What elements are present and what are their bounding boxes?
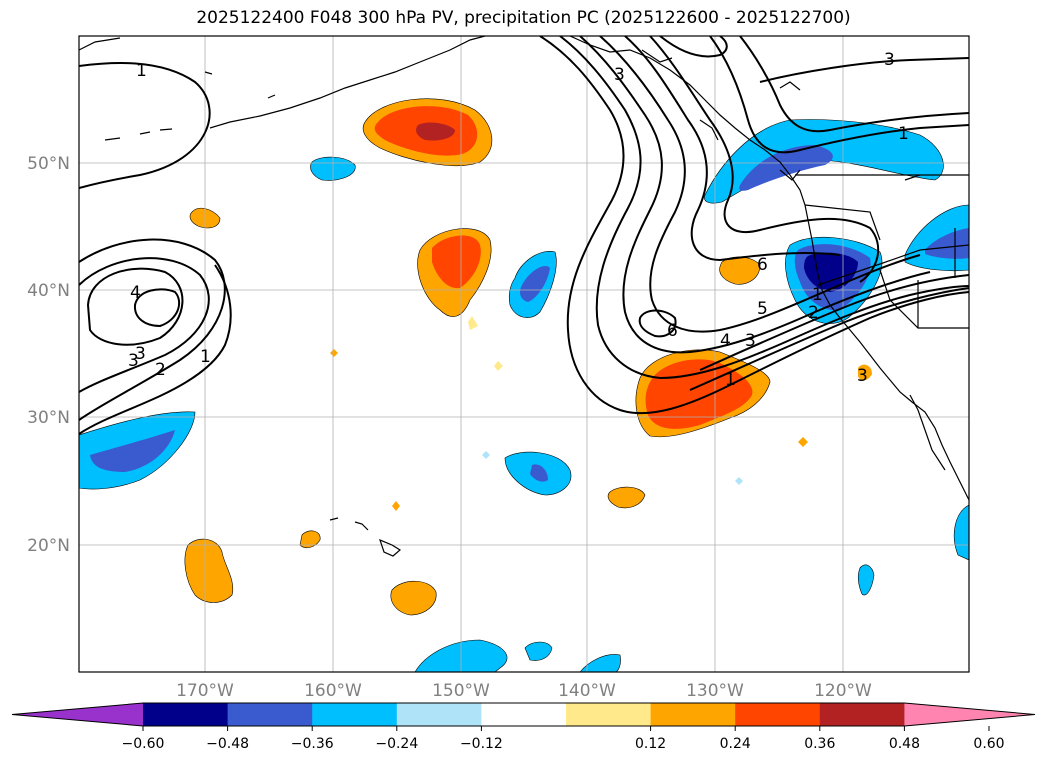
colorbar-tick-label: −0.36 [291, 736, 334, 752]
pv-contour-labels: 1 3 4 3 2 1 1 3 3 1 6 5 4 3 2 1 6 3 [128, 50, 909, 390]
lat-label-50n: 50°N [27, 154, 70, 174]
precipitation-shading [79, 98, 969, 672]
colorbar-segment [227, 703, 313, 726]
pv-label: 4 [720, 331, 731, 351]
precip-positive-blob-north [362, 98, 493, 167]
lat-label-30n: 30°N [27, 408, 70, 428]
pv-label: 3 [614, 65, 625, 85]
longitude-labels: 170°W 160°W 150°W 140°W 130°W 120°W [176, 681, 872, 701]
latitude-labels: 50°N 40°N 30°N 20°N [27, 154, 70, 556]
pv-label: 1 [200, 347, 211, 367]
colorbar-tick-label: 0.60 [973, 736, 1004, 752]
colorbar-tick-label: −0.60 [122, 736, 165, 752]
precip-negative-blob-south [504, 451, 572, 496]
colorbar-tick-label: 0.48 [889, 736, 920, 752]
colorbar-segment [566, 703, 652, 726]
pv-label: 1 [725, 370, 736, 390]
precip-negative-band-north [704, 119, 944, 204]
lat-label-40n: 40°N [27, 281, 70, 301]
pv-label: 3 [135, 344, 146, 364]
coastlines [79, 36, 969, 557]
precip-positive-blob-central [417, 228, 492, 317]
pv-label: 6 [757, 255, 768, 275]
lon-label-130w: 130°W [686, 681, 744, 701]
pv-label: 4 [130, 283, 141, 303]
lon-label-150w: 150°W [432, 681, 490, 701]
precip-positive-blob-southwest [184, 538, 234, 603]
precip-positive-blob-tiny [607, 486, 646, 509]
colorbar-tick-label: 0.24 [720, 736, 751, 752]
lon-label-140w: 140°W [558, 681, 616, 701]
pv-label: 1 [812, 285, 823, 305]
lat-label-20n: 20°N [27, 536, 70, 556]
colorbar-tick-label: 0.12 [635, 736, 666, 752]
colorbar: −0.60 −0.48 −0.36 −0.24 −0.12 0.12 0.24 0.36 0.4… [11, 702, 1036, 752]
precip-negative-blob-central [508, 251, 557, 318]
pv-label: 3 [857, 366, 868, 386]
colorbar-extend-max [904, 703, 1035, 726]
colorbar-segment [481, 703, 567, 726]
colorbar-extend-min [12, 703, 143, 726]
colorbar-segment [735, 703, 821, 726]
lon-label-170w: 170°W [176, 681, 234, 701]
colorbar-tick-label: −0.12 [460, 736, 503, 752]
pv-label: 2 [808, 303, 819, 323]
colorbar-tick-label: −0.48 [206, 736, 249, 752]
pv-label: 3 [128, 351, 139, 371]
lon-label-160w: 160°W [304, 681, 362, 701]
colorbar-segment [396, 703, 482, 726]
colorbar-tick-label: −0.24 [375, 736, 418, 752]
colorbar-segment [312, 703, 398, 726]
map-frame [78, 35, 970, 673]
pv-label: 3 [884, 50, 895, 70]
pv-label: 1 [898, 124, 909, 144]
pv-label: 1 [136, 61, 147, 81]
map-title: 2025122400 F048 300 hPa PV, precipitatio… [196, 8, 851, 28]
pv-label: 2 [155, 360, 166, 380]
precip-positive-blob-hawaii [390, 580, 437, 616]
colorbar-segment [143, 703, 229, 726]
colorbar-tick-label: 0.36 [804, 736, 835, 752]
pv-label: 5 [757, 299, 768, 319]
pv-label: 3 [745, 331, 756, 351]
precip-negative-blob-west [79, 411, 196, 490]
lon-label-120w: 120°W [814, 681, 872, 701]
colorbar-segment [650, 703, 736, 726]
pv-label: 6 [667, 321, 678, 341]
colorbar-segment [819, 703, 905, 726]
pv-contours [79, 36, 969, 435]
